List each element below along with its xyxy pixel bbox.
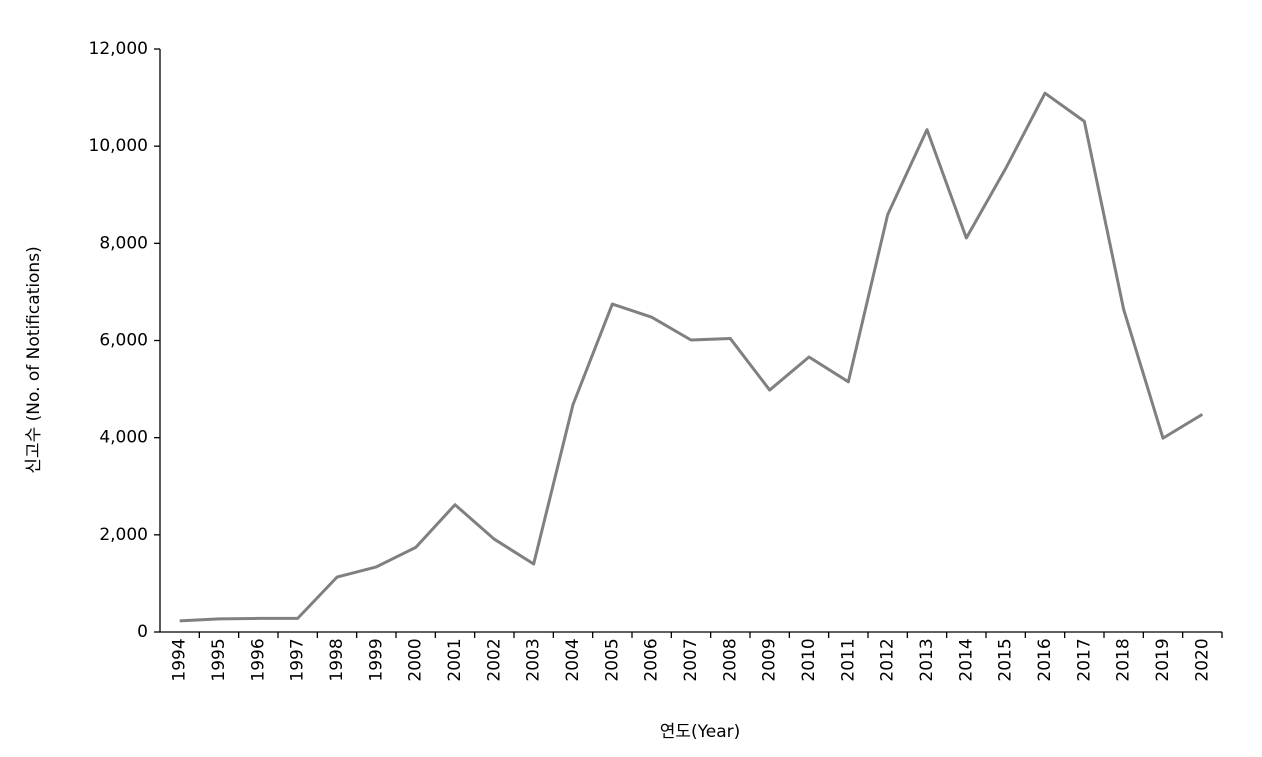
x-tick-label: 2020 [1192,638,1212,681]
x-axis-title: 연도(Year) [660,722,741,742]
x-tick-label: 2014 [956,638,976,681]
x-tick-label: 2010 [799,638,819,681]
x-tick-label: 2011 [838,638,858,681]
x-tick-label: 2005 [602,638,622,681]
x-tick-label: 2012 [878,638,898,681]
x-tick-label: 1998 [327,638,347,681]
x-tick-label: 2004 [563,638,583,681]
y-tick-label: 6,000 [99,331,148,351]
x-tick-label: 2003 [524,638,544,681]
data-line [179,91,1204,623]
y-tick-label: 2,000 [99,525,148,545]
y-tick-label: 10,000 [89,136,148,156]
y-tick-label: 4,000 [99,428,148,448]
x-tick-label: 2009 [760,638,780,681]
x-tick-label: 1996 [248,638,268,681]
x-tick-label: 2008 [720,638,740,681]
y-tick-label: 0 [137,622,148,642]
y-tick-label: 8,000 [99,233,148,253]
y-tick-label: 12,000 [89,39,148,59]
x-tick-label: 1995 [209,638,229,681]
x-tick-label: 2000 [406,638,426,681]
x-tick-label: 1997 [288,638,308,681]
x-tick-label: 2006 [642,638,662,681]
x-tick-label: 2002 [484,638,504,681]
x-tick-label: 2007 [681,638,701,681]
x-tick-label: 2001 [445,638,465,681]
x-tick-label: 2015 [996,638,1016,681]
x-tick-label: 2016 [1035,638,1055,681]
x-tick-label: 2018 [1114,638,1134,681]
x-tick-label: 1999 [366,638,386,681]
y-axis-title: 신고수 (No. of Notifications) [24,246,44,473]
x-tick-label: 2017 [1074,638,1094,681]
x-tick-label: 2019 [1153,638,1173,681]
x-tick-label: 2013 [917,638,937,681]
x-tick-label: 1994 [170,638,190,681]
